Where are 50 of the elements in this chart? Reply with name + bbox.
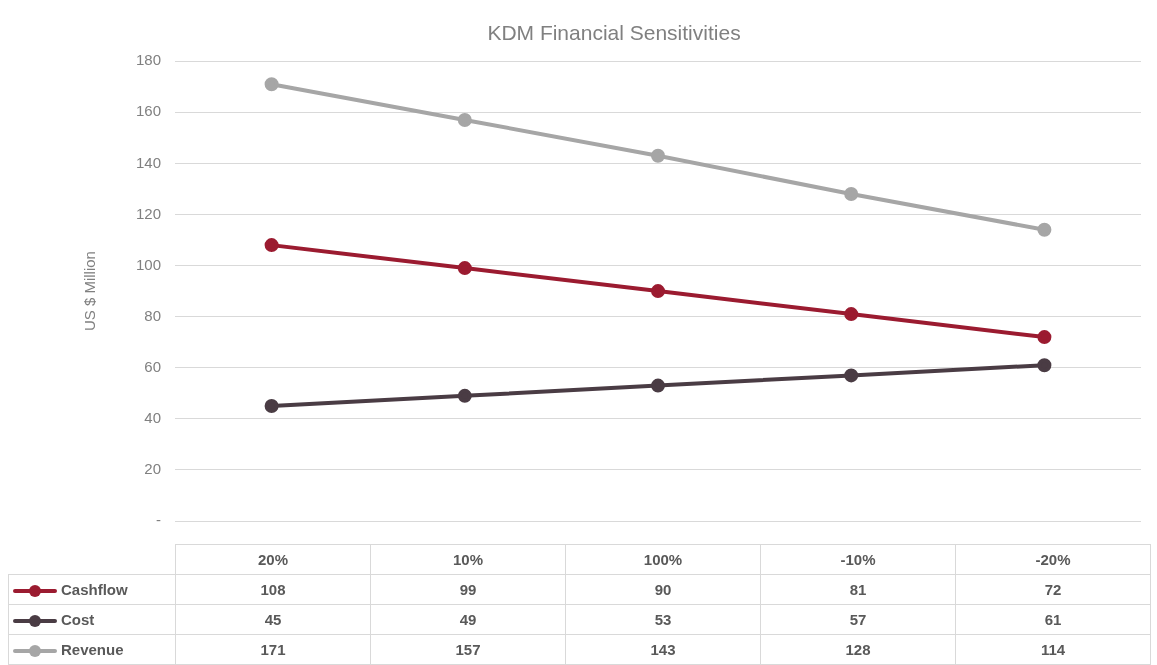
legend-label: Cashflow — [61, 581, 128, 598]
data-label: 81 — [760, 574, 956, 605]
data-label: 90 — [565, 574, 761, 605]
point — [1037, 330, 1052, 345]
point — [1037, 222, 1052, 237]
legend-label: Revenue — [61, 641, 124, 658]
data-label: 53 — [565, 604, 761, 635]
x-tick-label: -10% — [760, 544, 956, 575]
legend-label: Cost — [61, 611, 95, 628]
y-tick-label: 20 — [144, 460, 161, 478]
data-label: 143 — [565, 634, 761, 665]
data-label: 61 — [955, 604, 1151, 635]
data-label: 49 — [370, 604, 566, 635]
point — [844, 187, 859, 202]
point — [457, 388, 472, 403]
x-tick-label: -20% — [955, 544, 1151, 575]
y-tick-label: 40 — [144, 408, 161, 426]
data-label: 72 — [955, 574, 1151, 605]
y-tick-label: 180 — [135, 51, 161, 69]
data-label: 171 — [175, 634, 371, 665]
data-label: 108 — [175, 574, 371, 605]
point — [457, 112, 472, 127]
y-tick-label: 100 — [135, 255, 161, 273]
y-tick-label: 140 — [135, 153, 161, 171]
x-tick-label: 10% — [370, 544, 566, 575]
point — [844, 307, 859, 322]
point — [651, 378, 665, 393]
y-tick-label: 160 — [135, 102, 161, 120]
data-label: 57 — [760, 604, 956, 635]
point — [264, 77, 279, 92]
y-tick-label: 80 — [144, 306, 161, 324]
chart-title: KDM Financial Sensitivities — [487, 21, 741, 45]
data-label: 99 — [370, 574, 566, 605]
y-tick-label: - — [156, 511, 161, 529]
data-label: 45 — [175, 604, 371, 635]
x-tick-label: 100% — [565, 544, 761, 575]
point — [1037, 358, 1052, 373]
point — [264, 399, 279, 414]
point — [844, 368, 859, 383]
y-tick-label: 60 — [144, 357, 161, 375]
data-label: 114 — [955, 634, 1151, 665]
y-axis-title: US $ Million — [81, 251, 99, 332]
data-label: 128 — [760, 634, 956, 665]
y-tick-label: 120 — [135, 204, 161, 222]
data-label: 157 — [370, 634, 566, 665]
x-tick-label: 20% — [175, 544, 371, 575]
point — [651, 148, 665, 163]
point — [264, 238, 279, 253]
point — [651, 284, 665, 299]
point — [457, 261, 472, 276]
